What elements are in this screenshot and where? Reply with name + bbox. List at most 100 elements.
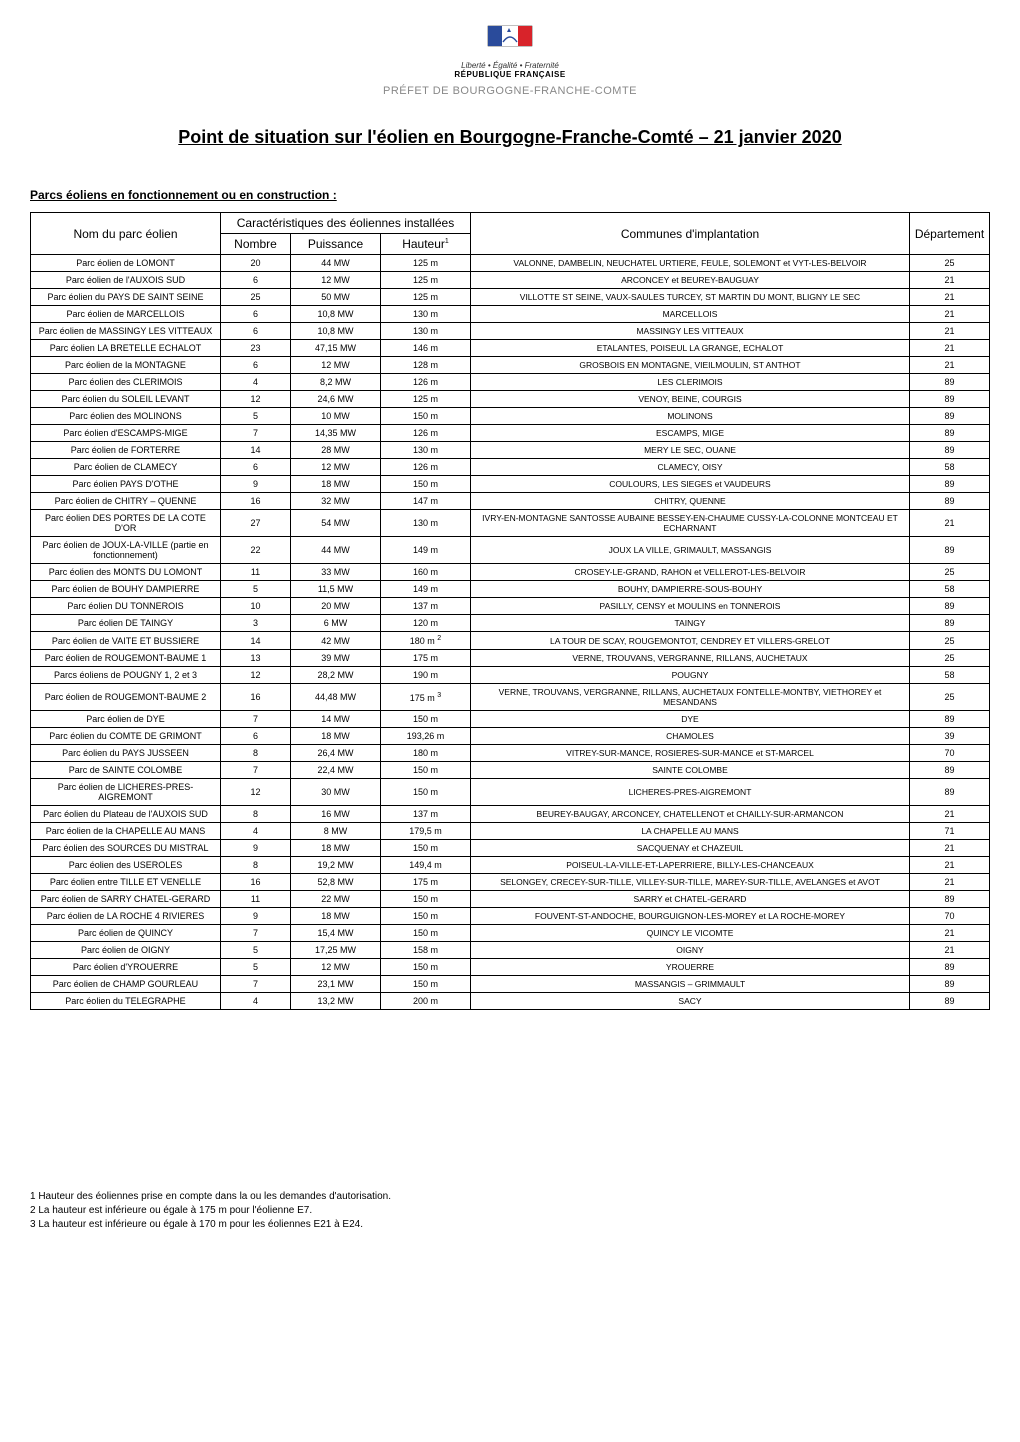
cell-hauteur: 126 m bbox=[381, 374, 471, 391]
table-row: Parc éolien de JOUX-LA-VILLE (partie en … bbox=[31, 537, 990, 564]
cell-communes: SARRY et CHATEL-GERARD bbox=[471, 891, 910, 908]
cell-puissance: 32 MW bbox=[291, 493, 381, 510]
cell-nombre: 6 bbox=[221, 323, 291, 340]
cell-nom: Parc éolien du COMTE DE GRIMONT bbox=[31, 728, 221, 745]
cell-communes: PASILLY, CENSY et MOULINS en TONNEROIS bbox=[471, 598, 910, 615]
cell-nombre: 14 bbox=[221, 632, 291, 650]
table-row: Parc éolien du Plateau de l'AUXOIS SUD81… bbox=[31, 806, 990, 823]
th-nom: Nom du parc éolien bbox=[31, 213, 221, 255]
cell-hauteur: 150 m bbox=[381, 408, 471, 425]
cell-puissance: 42 MW bbox=[291, 632, 381, 650]
table-row: Parc éolien de LA ROCHE 4 RIVIERES918 MW… bbox=[31, 908, 990, 925]
cell-nombre: 8 bbox=[221, 745, 291, 762]
cell-nom: Parc éolien de JOUX-LA-VILLE (partie en … bbox=[31, 537, 221, 564]
cell-nom: Parc éolien de VAITE ET BUSSIERE bbox=[31, 632, 221, 650]
cell-nom: Parcs éoliens de POUGNY 1, 2 et 3 bbox=[31, 667, 221, 684]
cell-departement: 89 bbox=[910, 391, 990, 408]
cell-nom: Parc éolien de la MONTAGNE bbox=[31, 357, 221, 374]
cell-hauteur: 180 m bbox=[381, 745, 471, 762]
cell-puissance: 12 MW bbox=[291, 272, 381, 289]
cell-departement: 89 bbox=[910, 779, 990, 806]
table-row: Parc éolien du PAYS JUSSEEN826,4 MW180 m… bbox=[31, 745, 990, 762]
cell-nom: Parc éolien de SARRY CHATEL-GERARD bbox=[31, 891, 221, 908]
cell-departement: 21 bbox=[910, 272, 990, 289]
header-logo: Liberté • Égalité • Fraternité RÉPUBLIQU… bbox=[30, 20, 990, 79]
cell-departement: 70 bbox=[910, 745, 990, 762]
cell-nom: Parc éolien de ROUGEMONT-BAUME 1 bbox=[31, 650, 221, 667]
cell-communes: DYE bbox=[471, 711, 910, 728]
cell-departement: 70 bbox=[910, 908, 990, 925]
cell-hauteur: 150 m bbox=[381, 840, 471, 857]
cell-nombre: 22 bbox=[221, 537, 291, 564]
cell-puissance: 11,5 MW bbox=[291, 581, 381, 598]
cell-nom: Parc éolien d'ESCAMPS-MIGE bbox=[31, 425, 221, 442]
cell-hauteur: 149 m bbox=[381, 581, 471, 598]
cell-hauteur: 150 m bbox=[381, 891, 471, 908]
cell-nom: Parc éolien PAYS D'OTHE bbox=[31, 476, 221, 493]
cell-communes: VILLOTTE ST SEINE, VAUX-SAULES TURCEY, S… bbox=[471, 289, 910, 306]
cell-nom: Parc éolien de LICHERES-PRES-AIGREMONT bbox=[31, 779, 221, 806]
cell-nombre: 12 bbox=[221, 391, 291, 408]
cell-puissance: 10 MW bbox=[291, 408, 381, 425]
cell-communes: VERNE, TROUVANS, VERGRANNE, RILLANS, AUC… bbox=[471, 684, 910, 711]
cell-communes: ESCAMPS, MIGE bbox=[471, 425, 910, 442]
table-row: Parc éolien des CLERIMOIS48,2 MW126 mLES… bbox=[31, 374, 990, 391]
cell-communes: VALONNE, DAMBELIN, NEUCHATEL URTIERE, FE… bbox=[471, 255, 910, 272]
th-hauteur: Hauteur1 bbox=[381, 234, 471, 255]
cell-puissance: 12 MW bbox=[291, 459, 381, 476]
cell-hauteur: 130 m bbox=[381, 323, 471, 340]
cell-puissance: 18 MW bbox=[291, 476, 381, 493]
cell-puissance: 8 MW bbox=[291, 823, 381, 840]
cell-departement: 89 bbox=[910, 598, 990, 615]
table-row: Parcs éoliens de POUGNY 1, 2 et 31228,2 … bbox=[31, 667, 990, 684]
th-carac: Caractéristiques des éoliennes installée… bbox=[221, 213, 471, 234]
cell-nom: Parc de SAINTE COLOMBE bbox=[31, 762, 221, 779]
cell-puissance: 20 MW bbox=[291, 598, 381, 615]
cell-hauteur: 126 m bbox=[381, 425, 471, 442]
cell-communes: GROSBOIS EN MONTAGNE, VIEILMOULIN, ST AN… bbox=[471, 357, 910, 374]
cell-communes: BOUHY, DAMPIERRE-SOUS-BOUHY bbox=[471, 581, 910, 598]
cell-nom: Parc éolien DES PORTES DE LA COTE D'OR bbox=[31, 510, 221, 537]
cell-nom: Parc éolien des CLERIMOIS bbox=[31, 374, 221, 391]
cell-puissance: 17,25 MW bbox=[291, 942, 381, 959]
cell-departement: 25 bbox=[910, 255, 990, 272]
cell-nom: Parc éolien DE TAINGY bbox=[31, 615, 221, 632]
cell-hauteur: 158 m bbox=[381, 942, 471, 959]
cell-communes: SELONGEY, CRECEY-SUR-TILLE, VILLEY-SUR-T… bbox=[471, 874, 910, 891]
cell-hauteur: 179,5 m bbox=[381, 823, 471, 840]
cell-hauteur: 150 m bbox=[381, 976, 471, 993]
document-page: Liberté • Égalité • Fraternité RÉPUBLIQU… bbox=[0, 0, 1020, 1272]
cell-hauteur: 128 m bbox=[381, 357, 471, 374]
cell-nombre: 12 bbox=[221, 667, 291, 684]
cell-nom: Parc éolien de OIGNY bbox=[31, 942, 221, 959]
cell-puissance: 16 MW bbox=[291, 806, 381, 823]
cell-hauteur: 150 m bbox=[381, 908, 471, 925]
cell-departement: 89 bbox=[910, 762, 990, 779]
cell-communes: MOLINONS bbox=[471, 408, 910, 425]
cell-hauteur: 125 m bbox=[381, 272, 471, 289]
cell-nombre: 11 bbox=[221, 564, 291, 581]
cell-departement: 25 bbox=[910, 632, 990, 650]
cell-nom: Parc éolien du Plateau de l'AUXOIS SUD bbox=[31, 806, 221, 823]
cell-nombre: 6 bbox=[221, 272, 291, 289]
cell-hauteur: 180 m 2 bbox=[381, 632, 471, 650]
cell-puissance: 44,48 MW bbox=[291, 684, 381, 711]
cell-nombre: 25 bbox=[221, 289, 291, 306]
cell-departement: 21 bbox=[910, 942, 990, 959]
cell-hauteur: 137 m bbox=[381, 598, 471, 615]
table-row: Parc éolien de VAITE ET BUSSIERE1442 MW1… bbox=[31, 632, 990, 650]
cell-nombre: 7 bbox=[221, 711, 291, 728]
cell-nombre: 9 bbox=[221, 840, 291, 857]
cell-nombre: 9 bbox=[221, 908, 291, 925]
table-row: Parc éolien de CLAMECY612 MW126 mCLAMECY… bbox=[31, 459, 990, 476]
cell-puissance: 10,8 MW bbox=[291, 323, 381, 340]
cell-nom: Parc éolien du TELEGRAPHE bbox=[31, 993, 221, 1010]
cell-hauteur: 130 m bbox=[381, 306, 471, 323]
table-row: Parc éolien des SOURCES DU MISTRAL918 MW… bbox=[31, 840, 990, 857]
cell-nombre: 4 bbox=[221, 993, 291, 1010]
cell-hauteur: 149 m bbox=[381, 537, 471, 564]
cell-nombre: 12 bbox=[221, 779, 291, 806]
th-dept: Département bbox=[910, 213, 990, 255]
cell-communes: OIGNY bbox=[471, 942, 910, 959]
cell-communes: POISEUL-LA-VILLE-ET-LAPERRIERE, BILLY-LE… bbox=[471, 857, 910, 874]
